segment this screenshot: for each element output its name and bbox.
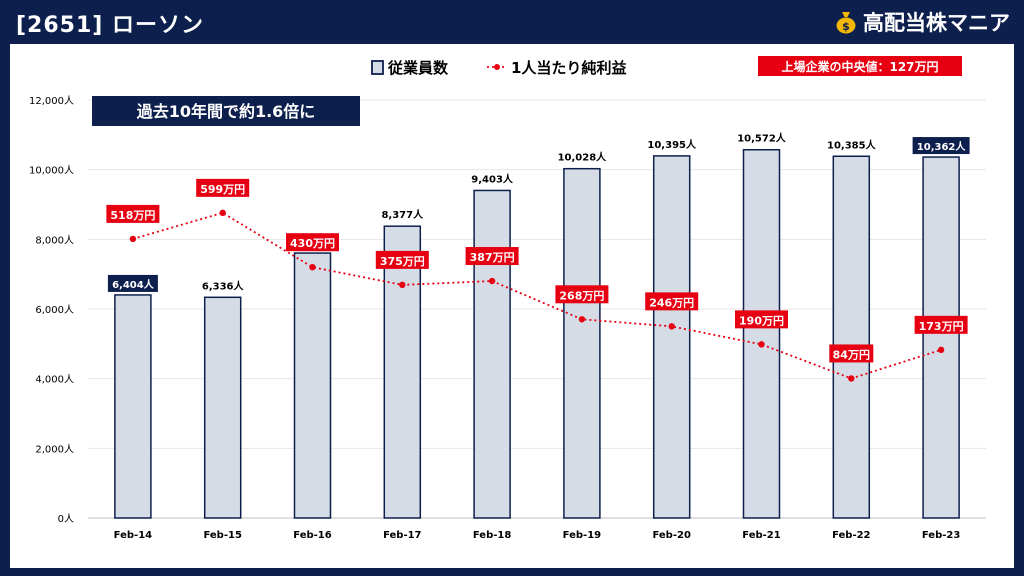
- profit-value-label: 173万円: [919, 320, 964, 333]
- bar-value-label-bg: [107, 274, 158, 292]
- bar-value-label: 6,336人: [202, 279, 245, 292]
- median-note: 上場企業の中央値：127万円: [781, 59, 938, 74]
- callout-bg: [92, 96, 360, 126]
- bar: [114, 294, 152, 519]
- x-tick-label: Feb-16: [293, 530, 331, 541]
- profit-point: [129, 235, 137, 243]
- bar: [742, 148, 781, 519]
- profit-value-label: 268万円: [559, 289, 604, 302]
- profit-line: [132, 211, 942, 380]
- bar: [383, 225, 422, 519]
- bar: [473, 189, 511, 519]
- bar-value-label-bg: [912, 137, 970, 155]
- profit-value-label-bg: [829, 344, 874, 363]
- x-tick-label: Feb-18: [473, 530, 511, 541]
- profit-value-label: 246万円: [649, 296, 694, 309]
- bar-value-label: 10,572人: [737, 132, 787, 145]
- profit-value-label: 387万円: [470, 251, 515, 264]
- x-tick-label: Feb-20: [652, 530, 690, 541]
- bar-value-label: 10,028人: [558, 151, 608, 164]
- svg-text:$: $: [842, 20, 850, 33]
- legend-label-profit: 1人当たり純利益: [511, 59, 626, 77]
- profit-value-label: 84万円: [833, 348, 870, 361]
- bar-value-label: 9,403人: [471, 172, 514, 185]
- money-bag-icon: $: [835, 10, 857, 34]
- bar: [563, 167, 601, 519]
- profit-value-label: 375万円: [380, 255, 425, 268]
- profit-value-label-bg: [555, 285, 609, 304]
- bar: [922, 156, 960, 519]
- bar: [652, 155, 691, 519]
- profit-value-label: 599万円: [200, 183, 245, 196]
- header-bar: [2651] ローソン $ 高配当株マニア: [0, 0, 1024, 42]
- y-tick-label: 4,000人: [35, 374, 74, 386]
- bar-value-label: 10,395人: [647, 138, 697, 151]
- x-tick-label: Feb-19: [563, 530, 601, 541]
- brand-name: 高配当株マニア: [863, 11, 1010, 35]
- y-tick-label: 0人: [58, 513, 74, 525]
- profit-value-label: 190万円: [739, 314, 784, 327]
- legend-bar-swatch: [371, 60, 384, 75]
- y-tick-label: 12,000人: [29, 95, 74, 107]
- brand-logo: $ 高配当株マニア: [835, 7, 1010, 37]
- x-tick-label: Feb-22: [832, 530, 870, 541]
- y-tick-label: 8,000人: [35, 234, 74, 246]
- profit-value-label-bg: [106, 204, 160, 223]
- profit-value-label: 518万円: [110, 209, 155, 222]
- legend-line-marker: [494, 64, 500, 70]
- profit-point: [668, 323, 675, 330]
- bar-value-label: 6,404人: [112, 278, 155, 291]
- bar: [293, 252, 332, 519]
- x-tick-label: Feb-21: [742, 530, 780, 541]
- bar-value-label: 8,377人: [381, 208, 424, 221]
- profit-point: [219, 209, 226, 217]
- y-tick-label: 10,000人: [29, 165, 74, 177]
- bar: [832, 155, 871, 519]
- median-note-bg: [758, 56, 962, 76]
- x-tick-label: Feb-15: [203, 530, 241, 541]
- profit-point: [309, 264, 316, 271]
- profit-point: [848, 375, 855, 382]
- legend-label-employees: 従業員数: [387, 59, 449, 77]
- chart: 0人 2,000人 4,000人 6,000人 8,000人 10,000人 12,000人…: [29, 56, 986, 541]
- y-tick-label: 6,000人: [35, 304, 74, 316]
- bar-value-label: 10,362人: [917, 140, 967, 153]
- profit-value-label: 430万円: [290, 237, 335, 250]
- bar: [203, 296, 242, 519]
- chart-panel: 0人 2,000人 4,000人 6,000人 8,000人 10,000人 12,000人…: [10, 44, 1014, 568]
- profit-value-label-bg: [645, 292, 699, 311]
- callout-text: 過去10年間で約1.6倍に: [136, 102, 316, 121]
- profit-value-label-bg: [735, 310, 788, 329]
- x-tick-label: Feb-17: [383, 530, 421, 541]
- profit-value-label-bg: [286, 233, 339, 252]
- bar-value-label: 10,385人: [827, 138, 877, 151]
- profit-point: [578, 316, 586, 323]
- page-title: [2651] ローソン: [16, 13, 204, 38]
- profit-value-label-bg: [914, 315, 968, 334]
- x-tick-label: Feb-14: [114, 530, 152, 541]
- profit-value-label-bg: [196, 178, 250, 197]
- profit-value-label-bg: [465, 247, 519, 266]
- profit-point: [758, 341, 765, 348]
- y-tick-label: 2,000人: [35, 443, 74, 455]
- x-tick-label: Feb-23: [922, 530, 960, 541]
- profit-point: [488, 277, 496, 285]
- profit-point: [937, 346, 945, 354]
- profit-point: [399, 281, 406, 289]
- profit-value-label-bg: [375, 250, 429, 269]
